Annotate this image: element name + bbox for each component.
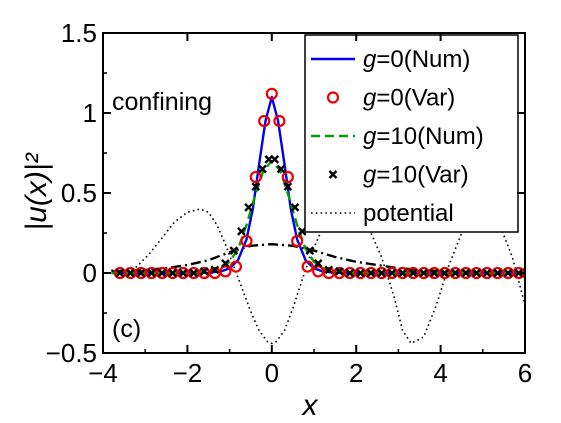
- data-point: [313, 259, 323, 268]
- data-point: [147, 268, 156, 278]
- series-g-0-var-: [113, 87, 525, 280]
- data-point: [377, 268, 386, 278]
- data-point: [240, 234, 253, 248]
- data-point: [219, 265, 232, 278]
- data-point: [356, 268, 365, 278]
- y-tick-label: −0.5: [46, 338, 97, 368]
- data-point: [258, 114, 271, 128]
- data-point: [283, 182, 293, 191]
- data-point: [503, 268, 513, 278]
- data-point: [178, 268, 188, 278]
- data-point: [189, 268, 199, 278]
- data-point: [258, 164, 267, 174]
- legend-entry: g=10(Num): [311, 123, 484, 150]
- series-line: [111, 242, 525, 274]
- legend-label: g=0(Var): [363, 85, 455, 112]
- x-tick-label: −2: [173, 358, 203, 388]
- y-tick-label: 0: [83, 258, 97, 288]
- data-point: [472, 268, 481, 278]
- x-tick-label: 4: [433, 358, 447, 388]
- data-point: [301, 260, 314, 273]
- series-layer: [111, 87, 525, 345]
- data-point: [305, 246, 315, 255]
- legend-label: potential: [363, 200, 454, 227]
- data-point: [493, 268, 502, 278]
- data-point: [291, 234, 304, 248]
- data-point: [398, 268, 407, 278]
- data-point: [270, 155, 280, 164]
- legend-label: g=0(Num): [363, 46, 470, 73]
- data-point: [229, 246, 239, 255]
- x-tick-label: −4: [88, 358, 118, 388]
- series-line: [111, 95, 525, 275]
- data-point: [419, 268, 429, 278]
- legend-box: [304, 34, 519, 233]
- data-point: [451, 268, 460, 278]
- data-point: [199, 267, 209, 276]
- legend-entry: g=10(Var): [328, 162, 469, 189]
- data-point: [221, 259, 230, 268]
- data-point: [249, 170, 262, 184]
- y-tick-label: 1: [83, 98, 97, 128]
- data-point: [157, 268, 167, 278]
- annotation-region: confining: [112, 88, 212, 116]
- data-point: [387, 268, 397, 278]
- data-point: [265, 87, 278, 100]
- data-point: [429, 268, 439, 278]
- data-point: [290, 203, 300, 212]
- legend-entry: g=0(Num): [311, 46, 470, 73]
- data-point: [273, 114, 286, 128]
- data-point: [345, 268, 355, 278]
- data-point: [461, 268, 471, 278]
- y-tick-label: 0.5: [61, 178, 97, 208]
- data-point: [482, 268, 492, 278]
- x-axis-label: x: [301, 389, 319, 422]
- x-tick-label: 0: [265, 358, 279, 388]
- data-point: [324, 265, 334, 275]
- legend-entry: potential: [311, 200, 454, 227]
- data-point: [366, 268, 376, 278]
- legend-entry: g=0(Var): [326, 85, 455, 112]
- y-axis-label: |u(x)|²: [20, 152, 53, 230]
- series-g-0-num-: [111, 95, 525, 275]
- legend-label: g=10(Num): [363, 123, 484, 150]
- data-point: [244, 203, 253, 212]
- data-point: [229, 260, 243, 273]
- series-g-10-var-: [115, 155, 524, 278]
- data-point: [115, 268, 125, 278]
- data-point: [334, 267, 344, 276]
- y-tick-label: 1.5: [61, 18, 97, 48]
- series-dashdot-curve: [111, 242, 525, 274]
- data-point: [168, 268, 177, 278]
- annotation-panel: (c): [112, 315, 141, 343]
- x-tick-label: 2: [349, 358, 363, 388]
- data-point: [276, 164, 286, 174]
- data-point: [440, 268, 450, 278]
- data-point: [281, 170, 294, 184]
- x-tick-label: 6: [518, 358, 532, 388]
- data-point: [126, 268, 135, 278]
- axes: −4 −2 0 2 4 6 −0.5 0 0.5 1 1.5: [46, 18, 533, 388]
- data-point: [408, 268, 418, 278]
- data-point: [237, 227, 246, 236]
- legend-swatch: [326, 91, 340, 104]
- legend-swatch: [328, 170, 338, 179]
- legend-label: g=10(Var): [363, 162, 469, 189]
- data-point: [251, 182, 261, 191]
- data-point: [136, 268, 146, 278]
- legend: g=0(Num) g=0(Var) g=10(Num) g=10(Var) potent…: [304, 34, 519, 233]
- data-point: [210, 265, 220, 275]
